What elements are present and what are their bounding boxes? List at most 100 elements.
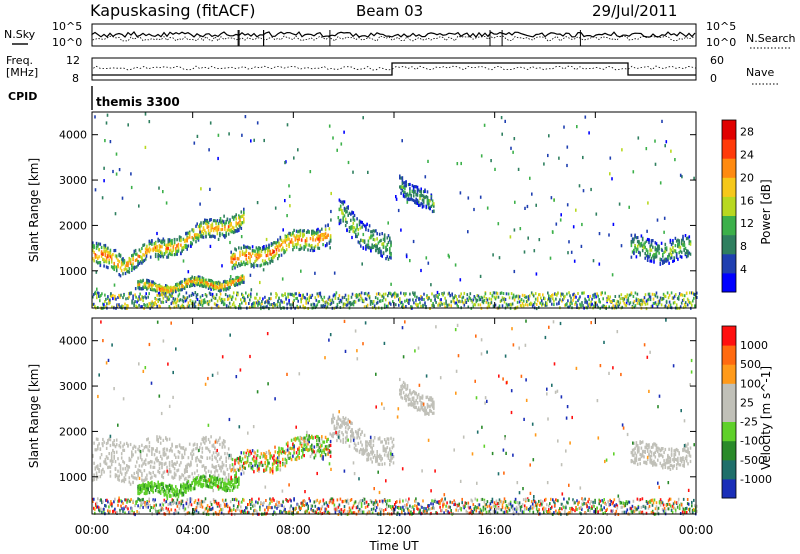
- data-cell: [412, 188, 415, 192]
- data-cell: [163, 285, 166, 290]
- data-cell: [190, 277, 192, 281]
- data-cell: [210, 279, 212, 283]
- data-cell: [376, 459, 378, 463]
- data-cell: [108, 452, 110, 456]
- data-cell: [94, 115, 96, 119]
- data-cell: [638, 302, 641, 305]
- data-cell: [103, 440, 105, 444]
- data-cell: [180, 446, 182, 450]
- data-cell: [162, 475, 165, 480]
- data-cell: [298, 451, 300, 455]
- data-cell: [644, 241, 646, 245]
- data-cell: [370, 236, 372, 240]
- data-cell: [451, 293, 453, 297]
- data-cell: [113, 456, 115, 460]
- data-cell: [412, 298, 414, 302]
- data-cell: [338, 433, 341, 437]
- data-cell: [95, 241, 98, 245]
- data-cell: [161, 251, 163, 255]
- data-cell: [234, 481, 236, 485]
- data-cell: [152, 302, 154, 306]
- data-cell: [219, 289, 221, 293]
- data-cell: [177, 288, 180, 292]
- data-cell: [592, 293, 594, 297]
- data-cell: [467, 230, 469, 234]
- data-cell: [370, 439, 372, 443]
- data-cell: [321, 454, 323, 458]
- data-cell: [263, 245, 265, 249]
- data-cell: [641, 236, 644, 240]
- data-cell: [298, 291, 300, 295]
- data-cell: [455, 301, 457, 305]
- data-cell: [689, 291, 691, 295]
- data-cell: [252, 305, 254, 308]
- data-cell: [630, 255, 633, 259]
- data-cell: [239, 277, 241, 281]
- data-cell: [255, 462, 258, 466]
- data-cell: [201, 304, 204, 307]
- data-cell: [256, 292, 258, 296]
- data-cell: [268, 245, 270, 250]
- data-cell: [165, 201, 168, 205]
- data-cell: [406, 198, 409, 202]
- data-cell: [224, 293, 227, 297]
- data-cell: [230, 228, 232, 232]
- data-cell: [273, 458, 275, 462]
- data-cell: [231, 265, 234, 269]
- data-cell: [252, 302, 254, 306]
- data-cell: [171, 292, 173, 296]
- data-cell: [220, 483, 222, 487]
- data-cell: [351, 428, 353, 432]
- data-cell: [173, 467, 176, 471]
- data-cell: [270, 259, 273, 263]
- data-cell: [222, 442, 225, 446]
- data-cell: [168, 305, 171, 309]
- data-cell: [240, 472, 243, 476]
- data-cell: [170, 242, 172, 246]
- data-cell: [461, 296, 463, 300]
- data-cell: [500, 291, 503, 295]
- data-cell: [146, 453, 148, 457]
- data-cell: [147, 437, 149, 441]
- data-cell: [638, 457, 640, 461]
- data-cell: [98, 248, 100, 252]
- data-cell: [316, 228, 318, 232]
- data-cell: [294, 243, 297, 247]
- data-cell: [643, 244, 645, 248]
- data-cell: [418, 296, 420, 300]
- data-cell: [202, 221, 205, 225]
- data-cell: [561, 292, 563, 296]
- data-cell: [207, 302, 210, 306]
- data-cell: [195, 282, 197, 286]
- data-cell: [350, 434, 352, 438]
- data-cell: [481, 296, 484, 300]
- data-cell: [406, 387, 409, 391]
- data-cell: [188, 304, 191, 308]
- data-cell: [544, 303, 546, 307]
- data-cell: [224, 452, 226, 456]
- data-cell: [328, 241, 331, 245]
- data-cell: [141, 305, 143, 309]
- data-cell: [634, 304, 637, 308]
- data-cell: [180, 251, 182, 255]
- data-cell: [231, 230, 234, 234]
- data-cell: [361, 452, 363, 456]
- data-cell: [317, 243, 319, 247]
- data-cell: [213, 297, 216, 300]
- data-cell: [571, 302, 573, 306]
- data-cell: [295, 297, 297, 300]
- data-cell: [178, 451, 181, 455]
- data-cell: [263, 454, 265, 458]
- data-cell: [199, 480, 201, 484]
- y-tick-label: 3000: [59, 174, 87, 187]
- data-cell: [148, 242, 151, 246]
- data-cell: [305, 237, 308, 241]
- data-cell: [394, 295, 396, 299]
- data-cell: [431, 209, 434, 214]
- data-cell: [153, 303, 155, 307]
- data-cell: [445, 301, 447, 305]
- scatter-structure: [92, 241, 123, 278]
- data-cell: [205, 484, 207, 488]
- data-cell: [192, 277, 195, 281]
